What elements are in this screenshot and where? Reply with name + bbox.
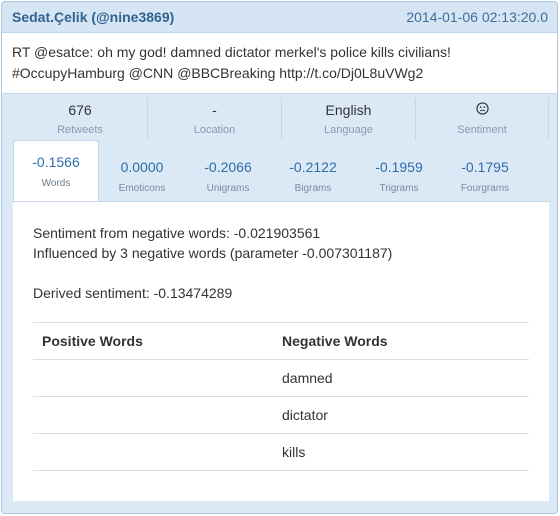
- tab-words[interactable]: -0.1566 Words: [13, 140, 99, 202]
- stat-label: Language: [324, 124, 373, 136]
- tab-emoticons[interactable]: 0.0000 Emoticons: [99, 146, 185, 202]
- tab-label: Words: [41, 178, 71, 189]
- tab-fourgrams[interactable]: -0.1795 Fourgrams: [442, 146, 528, 202]
- stat-sentiment: Sentiment: [415, 98, 549, 140]
- stat-label: Retweets: [57, 124, 103, 136]
- stat-retweets: 676 Retweets: [13, 98, 147, 140]
- neutral-face-icon: [475, 102, 489, 115]
- tab-value: 0.0000: [120, 159, 164, 175]
- panel-header: Sedat.Çelik (@nine3869) 2014-01-06 02:13…: [2, 2, 557, 33]
- tab-unigrams[interactable]: -0.2066 Unigrams: [185, 146, 271, 202]
- stat-value: 676: [68, 102, 92, 118]
- stat-language: English Language: [281, 98, 415, 140]
- tab-content: Sentiment from negative words: -0.021903…: [13, 201, 549, 501]
- negative-word: damned: [282, 370, 333, 386]
- tab-value: -0.1959: [375, 159, 423, 175]
- stats-row: 676 Retweets - Location English Language…: [13, 98, 549, 140]
- score-tabs: -0.1566 Words 0.0000 Emoticons -0.2066 U…: [13, 140, 549, 202]
- positive-words-header: Positive Words: [42, 333, 143, 349]
- stat-value: -: [212, 102, 217, 118]
- tab-label: Trigrams: [379, 183, 419, 194]
- table-row: dictator: [33, 397, 529, 434]
- tweet-text: RT @esatce: oh my god! damned dictator m…: [2, 33, 557, 94]
- tab-label: Emoticons: [118, 183, 166, 194]
- stat-value: [416, 102, 548, 118]
- tweet-line-1: RT @esatce: oh my god! damned dictator m…: [12, 44, 451, 60]
- influence-text: Influenced by 3 negative words (paramete…: [33, 245, 393, 261]
- negative-word: kills: [282, 444, 306, 460]
- timestamp: 2014-01-06 02:13:20.0: [406, 9, 548, 25]
- table-row: damned: [33, 360, 529, 397]
- negative-words-header: Negative Words: [282, 333, 388, 349]
- negative-word: dictator: [282, 407, 328, 423]
- user-name[interactable]: Sedat.Çelik (@nine3869): [12, 9, 175, 25]
- tab-label: Fourgrams: [460, 183, 510, 194]
- tweet-line-2: #OccupyHamburg @CNN @BBCBreaking http://…: [12, 65, 424, 81]
- tab-value: -0.2066: [204, 159, 252, 175]
- stat-label: Location: [193, 124, 236, 136]
- stat-label: Sentiment: [457, 124, 507, 136]
- tab-label: Unigrams: [206, 183, 250, 194]
- tab-bigrams[interactable]: -0.2122 Bigrams: [270, 146, 356, 202]
- stat-location: - Location: [147, 98, 281, 140]
- tab-value: -0.2122: [289, 159, 337, 175]
- tab-label: Bigrams: [294, 183, 332, 194]
- negative-sentiment-text: Sentiment from negative words: -0.021903…: [33, 225, 321, 241]
- stat-value: English: [325, 102, 372, 118]
- tab-trigrams[interactable]: -0.1959 Trigrams: [356, 146, 442, 202]
- table-header-row: Positive Words Negative Words: [33, 323, 529, 360]
- derived-sentiment-text: Derived sentiment: -0.13474289: [33, 285, 233, 301]
- tab-value: -0.1566: [32, 154, 80, 170]
- words-table: Positive Words Negative Words damned dic…: [33, 322, 529, 471]
- table-row: kills: [33, 434, 529, 471]
- tab-value: -0.1795: [461, 159, 509, 175]
